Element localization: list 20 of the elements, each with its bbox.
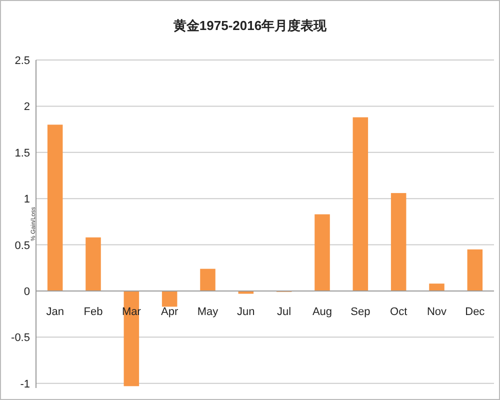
x-tick-label: Nov [426, 306, 448, 318]
x-tick-label: Sep [350, 306, 370, 318]
y-tick-label: -0.5 [11, 332, 30, 344]
x-tick-label: Apr [161, 306, 178, 318]
x-tick-label: Jun [237, 306, 255, 318]
x-tick-label: Jan [46, 306, 64, 318]
x-tick-label: Jul [277, 306, 292, 318]
chart-title: 黄金1975-2016年月度表现 [172, 18, 328, 33]
x-tick-label: Dec [465, 306, 486, 318]
y-tick-label: 2.5 [14, 55, 30, 67]
x-tick-label: Feb [84, 306, 103, 318]
y-tick-label: 2 [24, 101, 30, 114]
y-tick-label: 0.5 [14, 240, 30, 252]
x-tick-label: Oct [390, 306, 408, 318]
y-tick-label: 1.5 [14, 147, 30, 160]
y-tick-label: 1 [24, 194, 30, 206]
x-tick-label: May [197, 306, 219, 318]
y-tick-label: 0 [24, 286, 30, 298]
y-tick-label: -1 [20, 378, 30, 390]
x-tick-label: Aug [312, 306, 332, 318]
